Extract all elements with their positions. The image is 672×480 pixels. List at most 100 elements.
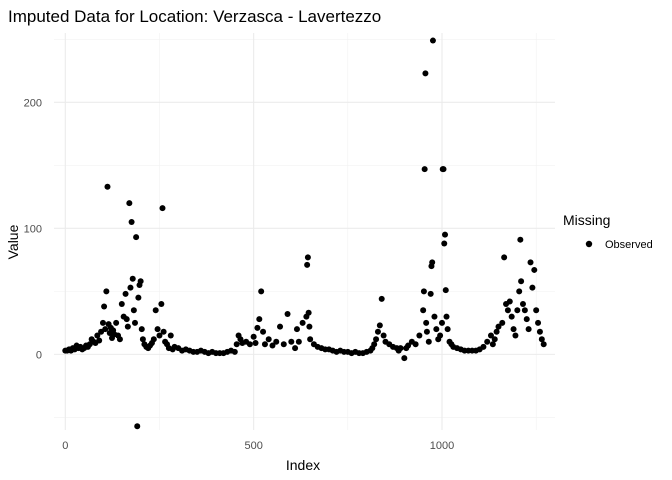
data-point <box>138 326 145 333</box>
chart-title: Imputed Data for Location: Verzasca - La… <box>8 7 381 26</box>
data-point <box>443 313 450 320</box>
data-point <box>523 316 530 323</box>
data-point <box>306 323 313 330</box>
data-point <box>374 328 381 335</box>
data-point <box>420 288 427 295</box>
data-point <box>292 345 299 352</box>
data-point <box>533 307 540 314</box>
data-point <box>427 290 434 297</box>
data-point <box>135 294 142 301</box>
data-point <box>233 341 240 348</box>
data-point <box>94 332 101 339</box>
data-point <box>160 328 167 335</box>
y-axis-title: Value <box>5 224 21 259</box>
data-point <box>422 70 429 77</box>
data-point <box>529 284 536 291</box>
data-point <box>304 254 311 261</box>
data-point <box>293 326 300 333</box>
data-point <box>260 328 267 335</box>
data-point <box>431 313 438 320</box>
data-point <box>429 259 436 266</box>
data-point <box>103 288 110 295</box>
data-point <box>304 261 311 268</box>
data-point <box>261 341 268 348</box>
data-point <box>154 326 161 333</box>
data-point <box>536 328 543 335</box>
data-point <box>124 323 131 330</box>
data-point <box>104 183 111 190</box>
data-point <box>158 300 165 307</box>
data-point <box>102 326 109 333</box>
data-point <box>438 319 445 326</box>
data-point <box>506 298 513 305</box>
data-point <box>150 336 157 343</box>
data-point <box>256 316 263 323</box>
data-point <box>518 278 525 285</box>
data-point <box>265 336 272 343</box>
data-point <box>295 338 302 345</box>
data-point <box>441 240 448 247</box>
data-point <box>512 332 519 339</box>
data-point <box>126 200 133 207</box>
data-point <box>401 355 408 362</box>
data-point <box>118 300 125 307</box>
data-point <box>167 332 174 339</box>
data-point <box>412 341 419 348</box>
data-point <box>499 319 506 326</box>
data-point <box>378 295 385 302</box>
data-point <box>273 338 280 345</box>
x-tick-label: 0 <box>62 440 68 452</box>
data-point <box>122 290 129 297</box>
data-point <box>510 326 517 333</box>
data-point <box>444 326 451 333</box>
data-point <box>159 205 166 212</box>
data-point <box>514 307 521 314</box>
data-point <box>116 336 123 343</box>
data-point <box>480 343 487 350</box>
data-point <box>425 338 432 345</box>
data-point <box>433 326 440 333</box>
data-point <box>540 341 547 348</box>
data-point <box>139 336 146 343</box>
data-point <box>489 341 496 348</box>
data-points <box>62 37 547 430</box>
data-point <box>231 348 238 355</box>
legend-key-observed <box>585 240 593 248</box>
data-point <box>487 332 494 339</box>
data-point <box>288 338 295 345</box>
legend-title: Missing <box>563 212 610 228</box>
data-point <box>113 319 120 326</box>
data-point <box>373 336 380 343</box>
data-point <box>277 323 284 330</box>
data-point <box>423 319 430 326</box>
data-point <box>133 234 140 241</box>
data-point <box>442 231 449 238</box>
data-point <box>254 324 261 331</box>
grid <box>54 33 555 430</box>
data-point <box>307 336 314 343</box>
data-point <box>269 342 276 349</box>
data-point <box>495 323 502 330</box>
data-point <box>123 316 130 323</box>
data-point <box>156 332 163 339</box>
data-point <box>305 309 312 316</box>
data-point <box>371 341 378 348</box>
data-point <box>484 338 491 345</box>
data-point <box>491 336 498 343</box>
data-point <box>423 328 430 335</box>
data-point <box>437 332 444 339</box>
data-point <box>535 319 542 326</box>
data-point <box>538 336 545 343</box>
data-point <box>442 287 449 294</box>
data-point <box>429 37 436 44</box>
data-point <box>519 300 526 307</box>
data-point <box>420 307 427 314</box>
data-point <box>96 337 103 344</box>
tick-labels: 0 500 1000 0 100 200 <box>24 97 455 452</box>
data-point <box>128 219 135 226</box>
data-point <box>508 313 515 320</box>
legend: Missing Observed <box>563 212 653 251</box>
data-point <box>421 166 428 173</box>
x-tick-label: 500 <box>244 440 262 452</box>
